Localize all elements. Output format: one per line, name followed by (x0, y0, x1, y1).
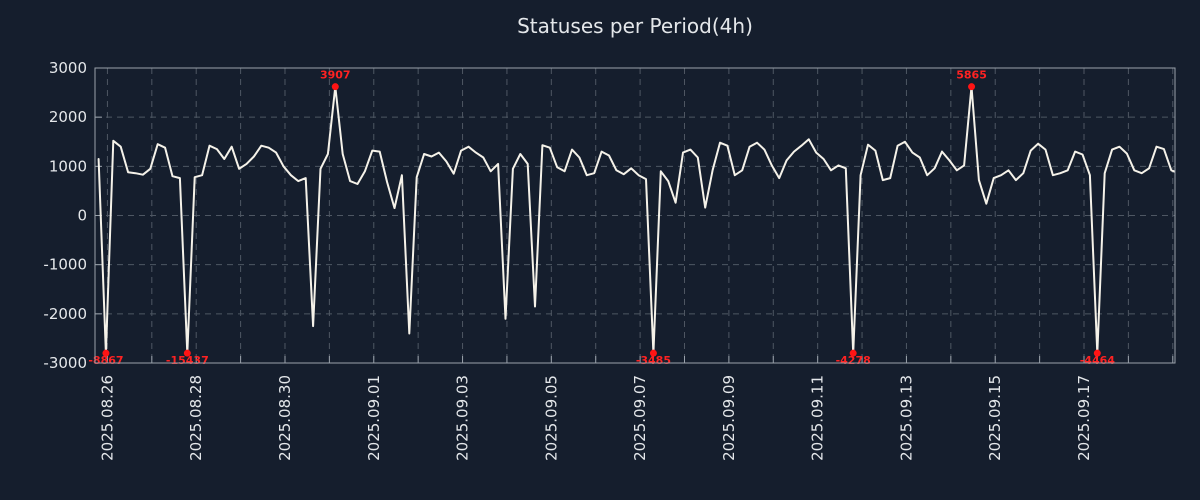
x-tick-label: 2025.09.11 (809, 375, 827, 461)
extreme-marker (331, 83, 339, 91)
y-tick-label: 2000 (49, 108, 87, 126)
y-tick-label: 0 (77, 207, 87, 225)
x-tick-label: 2025.08.26 (98, 375, 116, 461)
extreme-marker (849, 349, 857, 357)
extreme-value-label: 5865 (956, 69, 987, 82)
extreme-marker (183, 349, 191, 357)
extreme-marker (649, 349, 657, 357)
x-tick-label: 2025.09.07 (631, 375, 649, 461)
y-tick-label: -1000 (43, 256, 87, 274)
x-tick-label: 2025.09.13 (897, 375, 915, 461)
x-tick-label: 2025.08.30 (276, 375, 294, 461)
x-tick-label: 2025.09.15 (986, 375, 1004, 461)
extreme-value-label: -4464 (1080, 354, 1116, 367)
extreme-value-label: -8867 (88, 354, 123, 367)
extreme-marker (968, 83, 976, 91)
extreme-marker (102, 349, 110, 357)
y-tick-label: -2000 (43, 305, 87, 323)
x-tick-label: 2025.09.17 (1075, 375, 1093, 461)
extreme-value-label: -15437 (166, 354, 209, 367)
x-tick-label: 2025.09.01 (365, 375, 383, 461)
x-tick-label: 2025.09.05 (542, 375, 560, 461)
y-tick-label: 3000 (49, 59, 87, 77)
extreme-value-label: 3907 (320, 69, 351, 82)
plot-border (94, 67, 1176, 364)
extreme-value-label: -4278 (836, 354, 871, 367)
x-tick-label: 2025.09.03 (454, 375, 472, 461)
x-tick-label: 2025.08.28 (187, 375, 205, 461)
extreme-value-label: -3485 (636, 354, 671, 367)
series-line (97, 85, 1175, 355)
y-tick-label: 1000 (49, 157, 87, 175)
y-tick-label: -3000 (43, 354, 87, 372)
chart-title: Statuses per Period(4h) (517, 14, 753, 38)
plot-area: -3000 -2000 -1000 0 1000 2000 3000 2025.08.26 20… (43, 59, 1176, 461)
x-tick-label: 2025.09.09 (720, 375, 738, 461)
extreme-marker (1093, 349, 1101, 357)
